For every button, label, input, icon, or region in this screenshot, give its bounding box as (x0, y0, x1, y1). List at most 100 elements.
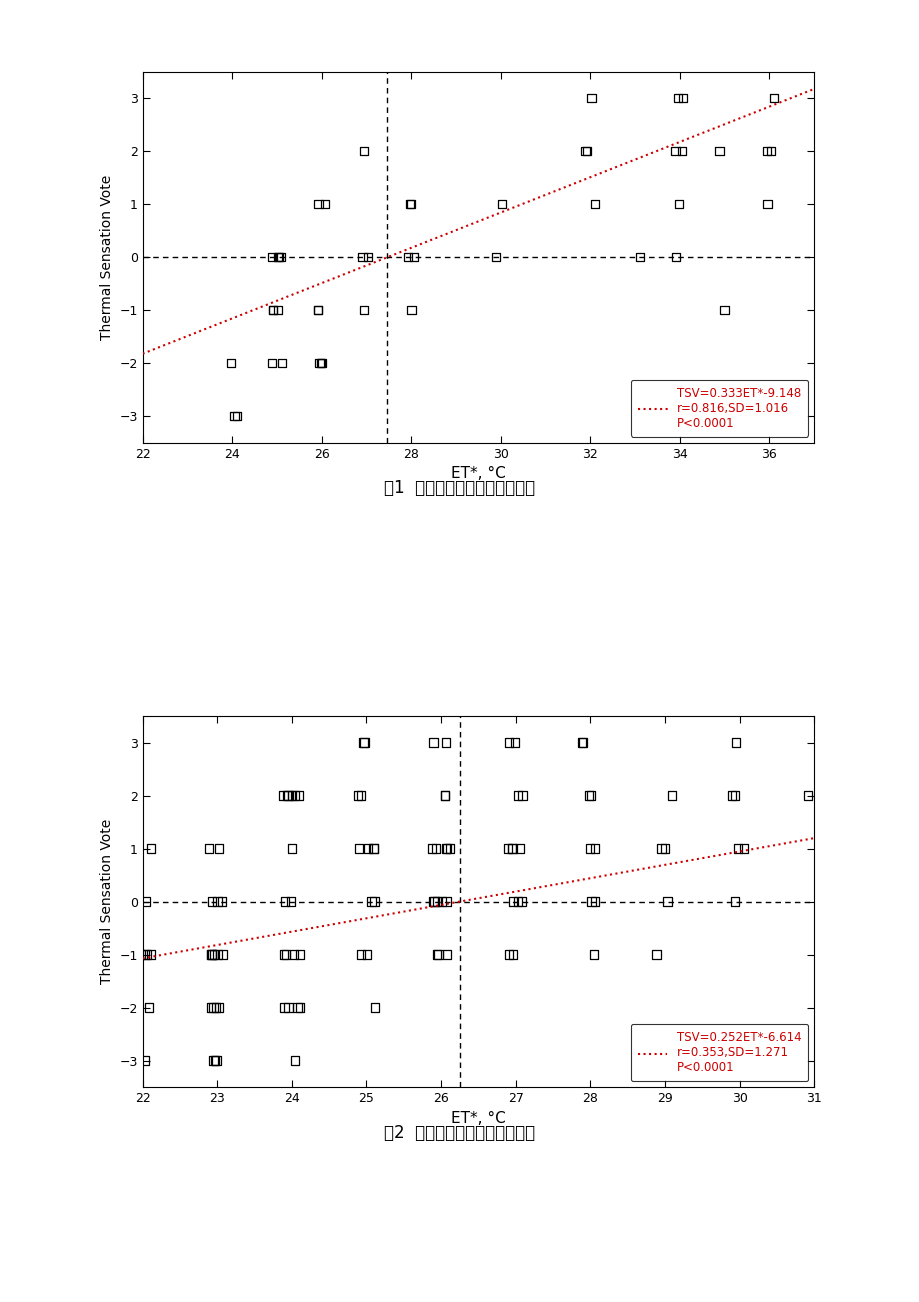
Point (277, 944, 291, 965)
Point (285, 785, 300, 806)
Point (353, 944, 368, 965)
Point (311, 299, 325, 320)
Point (127, 891, 142, 911)
Point (402, 194, 416, 215)
Point (573, 732, 588, 753)
Point (204, 891, 219, 911)
Point (280, 785, 295, 806)
Point (727, 785, 742, 806)
Point (439, 838, 454, 859)
Point (278, 891, 292, 911)
Y-axis label: Thermal Sensation Vote: Thermal Sensation Vote (99, 174, 114, 340)
Point (223, 353, 238, 374)
Point (351, 838, 366, 859)
Point (270, 247, 285, 268)
Point (400, 247, 414, 268)
Point (657, 838, 672, 859)
Point (359, 944, 374, 965)
Point (291, 785, 306, 806)
Point (292, 944, 307, 965)
Legend: TSV=0.333ET*-9.148
r=0.816,SD=1.016
P<0.0001: TSV=0.333ET*-9.148 r=0.816,SD=1.016 P<0.… (630, 380, 808, 436)
Point (142, 997, 156, 1018)
Point (129, 944, 143, 965)
Point (292, 997, 307, 1018)
Point (653, 838, 668, 859)
Point (587, 194, 602, 215)
Point (429, 944, 444, 965)
Point (287, 785, 301, 806)
Point (512, 838, 527, 859)
Point (587, 891, 602, 911)
Point (438, 838, 453, 859)
Point (730, 838, 744, 859)
Point (717, 299, 732, 320)
Point (311, 299, 325, 320)
Point (364, 891, 379, 911)
Point (438, 891, 453, 911)
Point (278, 944, 293, 965)
Point (205, 944, 220, 965)
Point (266, 299, 280, 320)
Point (403, 194, 417, 215)
Point (501, 732, 516, 753)
Point (505, 891, 519, 911)
Point (510, 891, 525, 911)
Point (403, 299, 418, 320)
Point (284, 838, 299, 859)
Point (505, 944, 520, 965)
Point (500, 838, 515, 859)
Point (367, 838, 381, 859)
Point (357, 299, 371, 320)
Text: 图1  长沙热感觉投票与操作温度: 图1 长沙热感觉投票与操作温度 (384, 479, 535, 497)
Point (357, 732, 371, 753)
Point (515, 785, 529, 806)
Point (434, 891, 448, 911)
Point (276, 785, 290, 806)
Point (675, 87, 690, 108)
Point (426, 891, 441, 911)
Point (649, 944, 664, 965)
Point (711, 141, 726, 161)
Point (766, 87, 780, 108)
Point (281, 785, 296, 806)
Point (206, 1051, 221, 1072)
Point (286, 944, 301, 965)
Point (360, 838, 375, 859)
Point (270, 299, 285, 320)
Point (437, 785, 452, 806)
Point (431, 944, 446, 965)
Point (632, 247, 647, 268)
Point (215, 891, 230, 911)
Point (366, 838, 380, 859)
Point (736, 838, 751, 859)
Point (264, 353, 278, 374)
X-axis label: ET*, °C: ET*, °C (450, 1111, 505, 1126)
Point (494, 194, 508, 215)
Point (210, 944, 225, 965)
Point (575, 732, 590, 753)
Point (425, 891, 440, 911)
Point (274, 353, 289, 374)
Point (203, 997, 218, 1018)
Point (587, 838, 602, 859)
Point (724, 785, 739, 806)
Point (230, 406, 244, 427)
Point (210, 891, 224, 911)
Point (143, 838, 158, 859)
Point (360, 247, 375, 268)
Point (133, 944, 148, 965)
Point (209, 997, 223, 1018)
Point (265, 247, 279, 268)
Point (586, 944, 601, 965)
Point (277, 997, 291, 1018)
Point (129, 997, 143, 1018)
Point (140, 944, 154, 965)
Point (356, 732, 370, 753)
Point (579, 141, 594, 161)
Point (507, 732, 522, 753)
Point (206, 944, 221, 965)
Point (763, 141, 777, 161)
Point (659, 891, 674, 911)
Point (800, 785, 814, 806)
Point (367, 891, 381, 911)
